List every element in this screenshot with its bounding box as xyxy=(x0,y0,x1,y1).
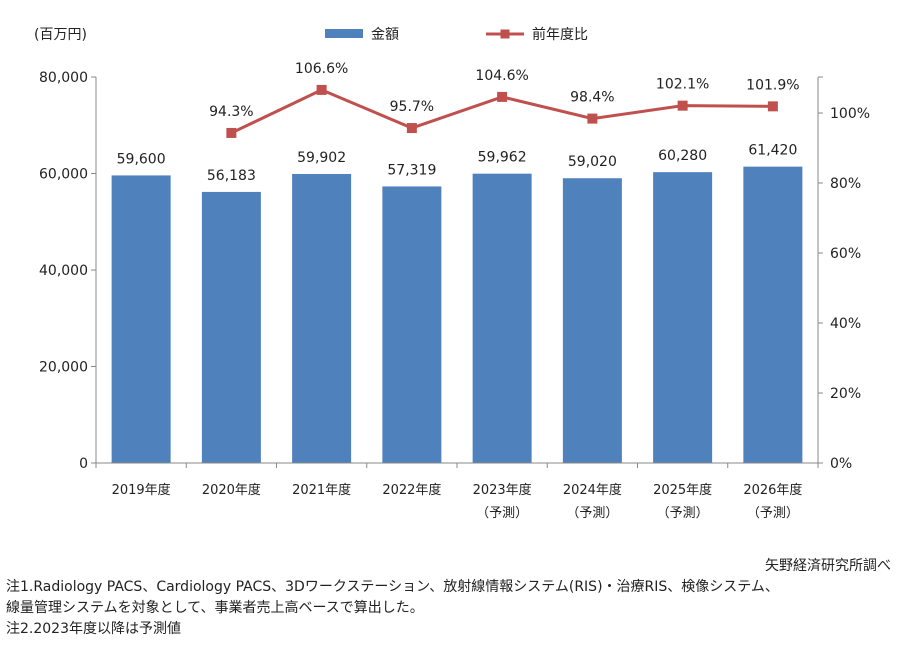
ratio-point xyxy=(677,100,688,111)
category-label: 2019年度 xyxy=(112,482,171,498)
right-tick-label: 0% xyxy=(830,456,852,472)
bar-value-label: 59,902 xyxy=(297,150,346,166)
bar xyxy=(653,172,713,464)
bar-value-label: 59,020 xyxy=(568,154,617,170)
ratio-line: 94.3% 106.6% 95.7% 104.6% 98.4% 102.1% 101.9% xyxy=(209,61,800,138)
ratio-point xyxy=(316,84,327,95)
ratio-value-label: 94.3% xyxy=(209,104,253,120)
right-tick-label: 20% xyxy=(830,386,861,402)
bars: 59,600 56,183 59,902 57,319 59,962 59,020 60,2… xyxy=(111,143,803,464)
ratio-value-label: 101.9% xyxy=(746,77,799,93)
left-tick-label: 20,000 xyxy=(39,360,88,376)
ratio-point xyxy=(497,91,508,102)
right-axis: 0% 20% 40% 60% 80% 100% xyxy=(817,76,870,472)
ratio-value-label: 106.6% xyxy=(295,61,348,77)
category-label: 2020年度 xyxy=(202,482,261,498)
ratio-value-label: 102.1% xyxy=(656,77,709,93)
right-tick-label: 100% xyxy=(830,106,870,122)
bar-value-label: 60,280 xyxy=(658,148,707,164)
category-label: （予測） xyxy=(657,506,709,521)
right-tick-label: 80% xyxy=(830,176,861,192)
category-label: 2023年度 xyxy=(473,482,532,498)
legend-label: 前年度比 xyxy=(532,26,588,43)
legend-label: 金額 xyxy=(371,27,399,43)
bar xyxy=(472,173,532,463)
bar-value-label: 57,319 xyxy=(387,162,436,178)
left-tick-label: 0 xyxy=(79,456,88,472)
bar-value-label: 59,600 xyxy=(117,151,166,167)
ratio-value-label: 104.6% xyxy=(475,68,528,84)
notes: 矢野経済研究所調べ 注1.Radiology PACS、Cardiology P… xyxy=(6,556,891,640)
left-tick-label: 80,000 xyxy=(39,70,88,86)
bar-value-label: 56,183 xyxy=(207,168,256,184)
bar xyxy=(292,173,352,464)
category-label: 2021年度 xyxy=(292,482,351,498)
right-tick-label: 60% xyxy=(830,246,861,262)
bar xyxy=(111,175,171,463)
source-credit: 矢野経済研究所調べ xyxy=(765,558,891,574)
bar xyxy=(743,166,803,463)
category-label: （予測） xyxy=(747,506,799,521)
ratio-point xyxy=(406,123,417,134)
legend-swatch-amount xyxy=(325,29,363,38)
bar xyxy=(562,178,622,463)
ratio-point xyxy=(767,101,778,112)
ratio-point xyxy=(226,127,237,138)
bar-value-label: 61,420 xyxy=(748,143,797,159)
note-1-line-2: 線量管理システムを対象として、事業者売上高ベースで算出した。 xyxy=(6,600,424,616)
category-label: 2025年度 xyxy=(653,482,712,498)
category-label: 2026年度 xyxy=(743,482,802,498)
legend: 金額 前年度比 xyxy=(325,26,588,43)
chart: 金額 前年度比 (百万円) 0 20,000 40,000 60,000 80,000 0%… xyxy=(34,26,870,521)
ratio-point xyxy=(587,113,598,124)
ratio-value-label: 95.7% xyxy=(390,99,434,115)
category-label: （予測） xyxy=(476,506,528,521)
ratio-value-label: 98.4% xyxy=(570,90,614,106)
category-label: 2022年度 xyxy=(382,482,441,498)
note-1-line-1: 注1.Radiology PACS、Cardiology PACS、3Dワークス… xyxy=(6,579,779,595)
right-tick-label: 40% xyxy=(830,316,861,332)
left-axis: (百万円) 0 20,000 40,000 60,000 80,000 xyxy=(34,27,97,472)
category-label: 2024年度 xyxy=(563,482,622,498)
note-2: 注2.2023年度以降は予測値 xyxy=(6,621,181,637)
left-tick-label: 60,000 xyxy=(39,167,88,183)
y-unit-label: (百万円) xyxy=(34,27,87,43)
left-tick-label: 40,000 xyxy=(39,263,88,279)
legend-marker-ratio xyxy=(500,29,510,39)
x-axis: 2019年度 2020年度 2021年度 2022年度 2023年度 （予測） 2024年度… xyxy=(95,462,819,521)
bar-value-label: 59,962 xyxy=(478,150,527,166)
bar xyxy=(382,186,442,463)
category-label: （予測） xyxy=(566,506,618,521)
bar xyxy=(201,191,261,463)
